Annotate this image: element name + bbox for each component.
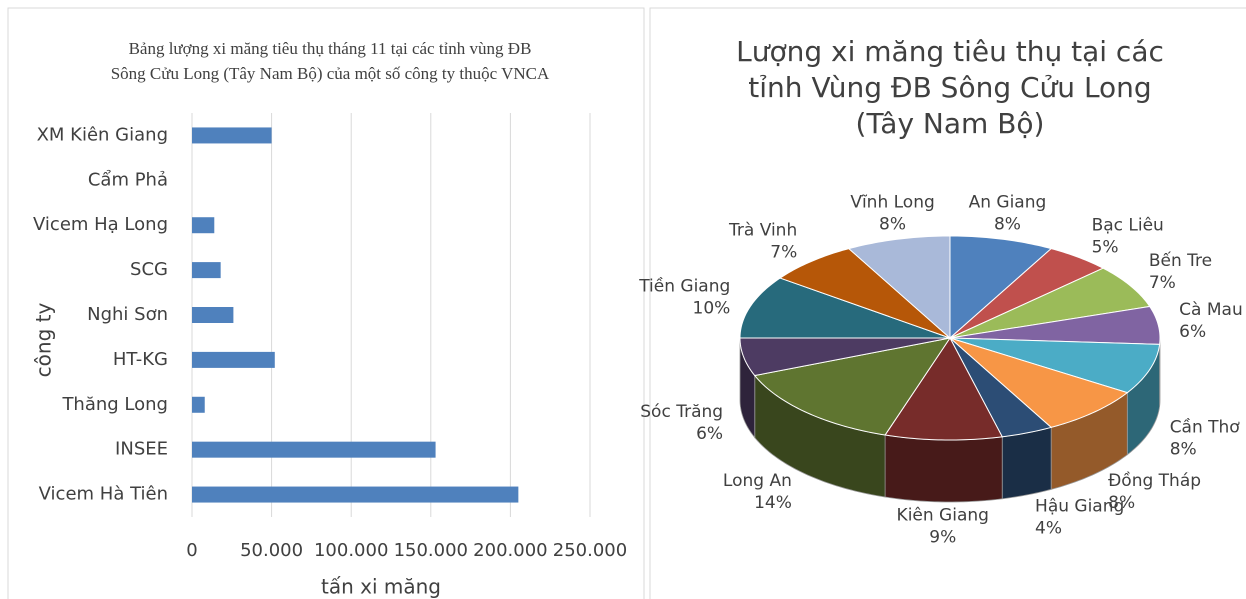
- data-label: 14%: [754, 493, 792, 513]
- data-label: 7%: [770, 242, 797, 262]
- slice: [949, 337, 1161, 394]
- data-label-name: Long An: [723, 471, 792, 491]
- bar: [192, 486, 519, 503]
- x-tick-label: 150.000: [394, 540, 468, 561]
- slice: [847, 235, 951, 340]
- slice: [949, 337, 1053, 438]
- data-label-name: Bến Tre: [1149, 250, 1212, 271]
- data-label: 8%: [1108, 493, 1135, 513]
- slice: [753, 337, 952, 436]
- x-tick-label: 250.000: [553, 540, 627, 561]
- slice: [739, 277, 951, 339]
- y-tick-label: SCG: [130, 259, 168, 280]
- data-label-name: Trà Vinh: [728, 220, 797, 240]
- y-tick-label: Cẩm Phả: [88, 169, 168, 190]
- slice: [778, 248, 951, 339]
- x-tick-label: 50.000: [240, 540, 303, 561]
- bar: [192, 396, 205, 413]
- data-label-name: Cần Thơ: [1170, 416, 1241, 437]
- data-label: 6%: [1179, 322, 1206, 342]
- data-label-name: Cà Mau: [1179, 300, 1243, 320]
- slice: [949, 267, 1151, 339]
- y-tick-label: XM Kiên Giang: [37, 124, 168, 145]
- bar: [192, 262, 221, 279]
- data-label-name: Sóc Trăng: [640, 402, 723, 422]
- data-label-name: Đồng Tháp: [1108, 470, 1201, 491]
- slice-side: [884, 434, 1003, 503]
- data-label: 10%: [693, 299, 731, 319]
- y-tick-label: Thăng Long: [61, 394, 168, 415]
- data-label: 5%: [1092, 237, 1119, 257]
- bar: [192, 351, 275, 368]
- y-axis-title: công ty: [32, 303, 56, 378]
- data-label-name: Kiên Giang: [897, 505, 989, 525]
- y-tick-label: Nghi Sơn: [87, 304, 168, 325]
- bar: [192, 441, 436, 458]
- x-axis-title: tấn xi măng: [321, 575, 441, 599]
- slice: [949, 337, 1129, 428]
- x-tick-label: 0: [186, 540, 197, 561]
- slice: [949, 248, 1105, 339]
- y-tick-label: Vicem Hà Tiên: [39, 484, 168, 505]
- bar: [192, 127, 272, 144]
- pie-title: Lượng xi măng tiêu thụ tại các tỉnh Vùng…: [736, 35, 1164, 140]
- y-tick-label: HT-KG: [113, 349, 168, 370]
- slice: [949, 305, 1161, 345]
- data-label: 8%: [1170, 439, 1197, 459]
- y-tick-label: INSEE: [115, 439, 168, 460]
- slice: [739, 337, 951, 377]
- data-label-name: Hậu Giang: [1035, 497, 1124, 517]
- data-label-name: An Giang: [969, 193, 1047, 213]
- slice-side: [1001, 426, 1052, 500]
- y-tick-label: Vicem Hạ Long: [33, 214, 168, 235]
- bar: [192, 307, 234, 323]
- bar: [192, 217, 215, 234]
- panel-right: [649, 7, 1246, 599]
- x-tick-label: 200.000: [473, 540, 547, 561]
- data-label: 8%: [879, 215, 906, 235]
- data-label-name: Bạc Liêu: [1092, 215, 1164, 235]
- x-tick-label: 100.000: [314, 540, 388, 561]
- slice: [884, 337, 1004, 441]
- panel-left: [7, 7, 645, 599]
- data-label: 9%: [929, 527, 956, 547]
- slice: [949, 235, 1053, 340]
- data-label-name: Vĩnh Long: [850, 193, 934, 213]
- data-label-name: Tiền Giang: [638, 276, 730, 297]
- data-label: 8%: [994, 215, 1021, 235]
- data-label: 6%: [696, 424, 723, 444]
- data-label: 4%: [1035, 519, 1062, 539]
- data-label: 7%: [1149, 273, 1176, 293]
- bar-title: Bảng lượng xi măng tiêu thụ tháng 11 tại…: [110, 39, 550, 83]
